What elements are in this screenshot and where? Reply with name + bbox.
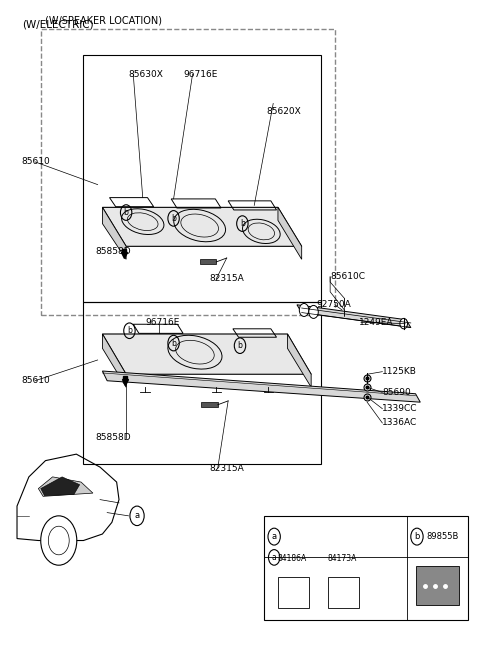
Text: b: b xyxy=(238,341,242,350)
Text: b: b xyxy=(124,208,129,217)
Circle shape xyxy=(400,318,408,329)
Text: a: a xyxy=(134,512,140,520)
Polygon shape xyxy=(41,477,80,496)
Text: a: a xyxy=(272,553,276,562)
Text: 85610C: 85610C xyxy=(330,272,365,282)
Polygon shape xyxy=(38,477,93,496)
Text: 1336AC: 1336AC xyxy=(383,419,418,428)
Text: 84186A: 84186A xyxy=(278,553,307,563)
Text: 85610: 85610 xyxy=(22,157,50,166)
Text: b: b xyxy=(171,214,176,223)
Text: b: b xyxy=(127,326,132,335)
Polygon shape xyxy=(278,208,301,259)
Polygon shape xyxy=(102,334,311,374)
Text: 85858D: 85858D xyxy=(96,247,131,256)
Text: 85858D: 85858D xyxy=(96,434,131,442)
Text: 96716E: 96716E xyxy=(183,69,217,79)
Text: 82315A: 82315A xyxy=(209,464,244,473)
FancyBboxPatch shape xyxy=(278,577,309,608)
Polygon shape xyxy=(288,334,311,387)
Circle shape xyxy=(300,303,309,316)
Text: 85610: 85610 xyxy=(22,376,50,385)
FancyBboxPatch shape xyxy=(328,577,359,608)
Text: 85620X: 85620X xyxy=(266,107,301,116)
Text: 1339CC: 1339CC xyxy=(383,404,418,413)
Text: 85630X: 85630X xyxy=(129,69,163,79)
Text: a: a xyxy=(272,532,277,541)
Text: b: b xyxy=(240,219,245,228)
Text: 92750A: 92750A xyxy=(316,300,351,309)
Polygon shape xyxy=(102,208,301,246)
Text: (W/ELECTRIC): (W/ELECTRIC) xyxy=(22,19,94,29)
Text: b: b xyxy=(414,532,420,541)
Text: (W/SPEAKER LOCATION): (W/SPEAKER LOCATION) xyxy=(46,16,162,26)
Text: 84173A: 84173A xyxy=(328,553,357,563)
Text: 85690: 85690 xyxy=(383,388,411,397)
Polygon shape xyxy=(102,208,126,259)
Polygon shape xyxy=(102,371,420,402)
Text: 82315A: 82315A xyxy=(209,274,244,284)
Text: 1125KB: 1125KB xyxy=(383,367,417,376)
Circle shape xyxy=(41,516,77,565)
Text: 89855B: 89855B xyxy=(426,532,459,541)
Text: b: b xyxy=(171,339,176,348)
Polygon shape xyxy=(201,402,218,407)
Circle shape xyxy=(309,305,318,318)
Polygon shape xyxy=(200,259,216,264)
FancyBboxPatch shape xyxy=(416,567,459,605)
Polygon shape xyxy=(297,305,411,328)
Text: 1249EA: 1249EA xyxy=(359,318,393,327)
Text: 96716E: 96716E xyxy=(145,318,180,327)
Polygon shape xyxy=(102,334,126,387)
